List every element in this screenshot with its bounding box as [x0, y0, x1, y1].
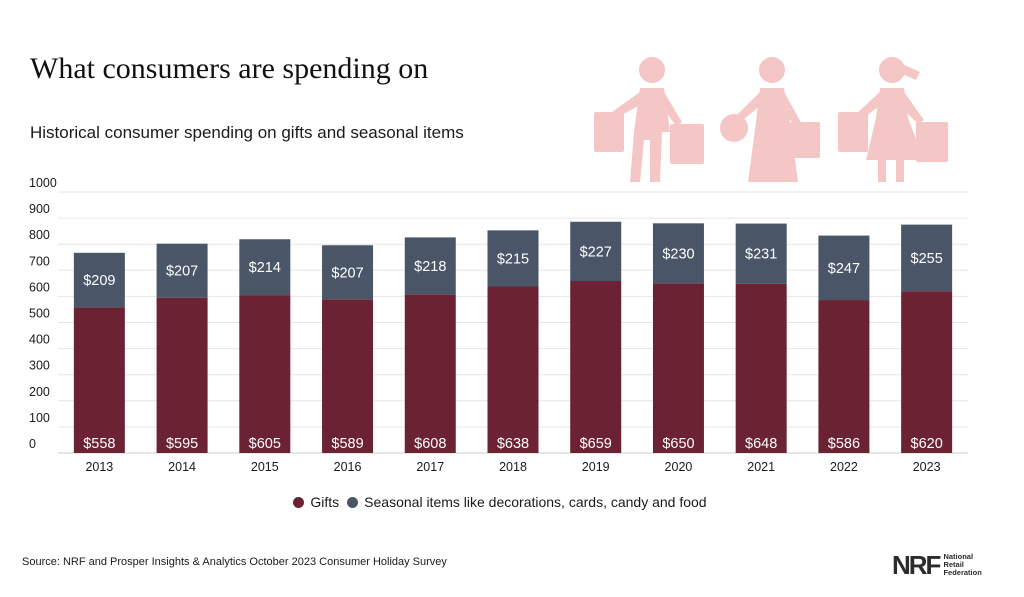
- logo-line-3: Federation: [943, 568, 982, 577]
- bar-seasonal-2023: [901, 224, 953, 292]
- bar-seasonal-2019: [570, 221, 622, 282]
- data-label-gifts-2014: $595: [166, 436, 198, 452]
- x-tick-label-2021: 2021: [747, 460, 775, 474]
- logo-line-2: Retail: [943, 560, 964, 569]
- shoppers-with-bags-icon: [594, 57, 948, 182]
- bar-seasonal-2015: [239, 239, 291, 296]
- legend-swatch-seasonal: [347, 496, 359, 508]
- data-label-seasonal-2013: $209: [83, 273, 115, 289]
- data-label-gifts-2015: $605: [249, 436, 281, 452]
- data-label-seasonal-2021: $231: [745, 247, 777, 263]
- bar-gifts-2015: [239, 295, 291, 453]
- bar-gifts-2022: [818, 300, 870, 453]
- bar-gifts-2019: [570, 281, 622, 453]
- data-label-gifts-2016: $589: [331, 436, 363, 452]
- bar-seasonal-2020: [652, 223, 704, 284]
- x-tick-label-2018: 2018: [499, 460, 527, 474]
- x-tick-label-2022: 2022: [830, 460, 858, 474]
- bar-gifts-2020: [652, 283, 704, 453]
- stacked-bar-chart: 0 100 200 300 400 500 600 700 800 900 1000 $558 $20…: [29, 176, 968, 474]
- data-label-seasonal-2019: $227: [580, 244, 612, 260]
- x-tick-label-2023: 2023: [913, 460, 941, 474]
- bar-seasonal-2014: [156, 243, 208, 298]
- nrf-logo: NRF National Retail Federation: [892, 552, 993, 578]
- legend-item-seasonal: Seasonal items like decorations, cards, …: [347, 494, 707, 510]
- bar-gifts-2017: [404, 294, 456, 453]
- y-tick-label: 700: [29, 254, 50, 268]
- data-label-gifts-2017: $608: [414, 436, 446, 452]
- bar-seasonal-2018: [487, 230, 539, 287]
- y-tick-label: 400: [29, 333, 50, 347]
- data-label-gifts-2022: $586: [828, 436, 860, 452]
- x-tick-label-2014: 2014: [168, 460, 196, 474]
- data-label-seasonal-2018: $215: [497, 251, 529, 267]
- y-tick-label: 800: [29, 228, 50, 242]
- chart-subtitle: Historical consumer spending on gifts an…: [30, 123, 464, 142]
- data-label-seasonal-2023: $255: [911, 251, 943, 267]
- data-label-seasonal-2022: $247: [828, 261, 860, 277]
- bar-gifts-2018: [487, 286, 539, 453]
- source-note: Source: NRF and Prosper Insights & Analy…: [22, 556, 447, 568]
- data-label-seasonal-2017: $218: [414, 259, 446, 275]
- legend-swatch-gifts: [293, 496, 305, 508]
- logo-line-1: National: [943, 552, 974, 561]
- x-tick-label-2019: 2019: [582, 460, 610, 474]
- logo-text: National Retail Federation: [943, 553, 993, 577]
- chart-legend: Gifts Seasonal items like decorations, c…: [0, 494, 1000, 510]
- x-axis-ticks: 2013 2014 2015 2016 2017 2018 2019 2020 2021 2022…: [85, 460, 940, 474]
- data-label-seasonal-2014: $207: [166, 264, 198, 280]
- data-label-seasonal-2020: $230: [662, 246, 694, 262]
- data-label-seasonal-2016: $207: [331, 265, 363, 281]
- data-label-gifts-2013: $558: [83, 436, 115, 452]
- y-tick-label: 0: [29, 437, 36, 451]
- bars: [73, 221, 953, 453]
- data-labels: $558 $209 $595 $207 $605 $214 $589 $207 $608 $218…: [83, 244, 943, 452]
- y-tick-label: 100: [29, 411, 50, 425]
- bar-seasonal-2013: [73, 252, 125, 308]
- y-tick-label: 300: [29, 359, 50, 373]
- bar-seasonal-2022: [818, 235, 870, 301]
- bar-gifts-2023: [901, 291, 953, 453]
- bar-seasonal-2021: [735, 223, 787, 284]
- bar-seasonal-2016: [322, 245, 374, 300]
- y-tick-label: 1000: [29, 176, 57, 190]
- bar-gifts-2014: [156, 297, 208, 453]
- y-tick-label: 900: [29, 202, 50, 216]
- legend-label-seasonal: Seasonal items like decorations, cards, …: [364, 494, 707, 510]
- bar-seasonal-2017: [404, 237, 456, 295]
- x-tick-label-2016: 2016: [334, 460, 362, 474]
- y-tick-label: 600: [29, 280, 50, 294]
- bar-gifts-2016: [322, 299, 374, 453]
- data-label-gifts-2023: $620: [911, 436, 943, 452]
- bar-gifts-2013: [73, 307, 125, 453]
- data-label-gifts-2018: $638: [497, 436, 529, 452]
- legend-label-gifts: Gifts: [310, 494, 340, 510]
- x-tick-label-2017: 2017: [416, 460, 444, 474]
- y-tick-label: 200: [29, 385, 50, 399]
- data-label-gifts-2020: $650: [662, 436, 694, 452]
- bar-gifts-2021: [735, 283, 787, 453]
- x-tick-label-2020: 2020: [665, 460, 693, 474]
- x-tick-label-2015: 2015: [251, 460, 279, 474]
- chart-title: What consumers are spending on: [30, 52, 429, 85]
- y-axis-ticks: 0 100 200 300 400 500 600 700 800 900 1000: [29, 176, 57, 451]
- data-label-gifts-2019: $659: [580, 436, 612, 452]
- data-label-gifts-2021: $648: [745, 436, 777, 452]
- x-tick-label-2013: 2013: [85, 460, 113, 474]
- y-tick-label: 500: [29, 307, 50, 321]
- logo-mark: NRF: [892, 550, 941, 580]
- legend-item-gifts: Gifts: [293, 494, 339, 510]
- data-label-seasonal-2015: $214: [249, 260, 281, 276]
